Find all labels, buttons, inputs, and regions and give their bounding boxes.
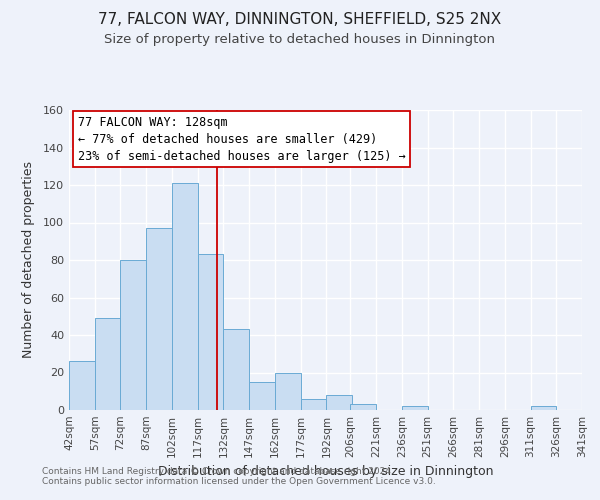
Text: 77, FALCON WAY, DINNINGTON, SHEFFIELD, S25 2NX: 77, FALCON WAY, DINNINGTON, SHEFFIELD, S… (98, 12, 502, 28)
Bar (530, 406, 556, 410)
Bar (301, 399, 326, 410)
Text: Size of property relative to detached houses in Dinnington: Size of property relative to detached ho… (104, 32, 496, 46)
Bar (95, 318, 121, 410)
Bar (146, 228, 172, 410)
Bar (249, 382, 275, 410)
Text: 77 FALCON WAY: 128sqm
← 77% of detached houses are smaller (429)
23% of semi-det: 77 FALCON WAY: 128sqm ← 77% of detached … (77, 116, 406, 162)
Bar (69, 361, 95, 410)
Bar (172, 183, 197, 410)
Bar (275, 372, 301, 410)
Text: Contains public sector information licensed under the Open Government Licence v3: Contains public sector information licen… (42, 477, 436, 486)
X-axis label: Distribution of detached houses by size in Dinnington: Distribution of detached houses by size … (158, 466, 493, 478)
Bar (326, 395, 352, 410)
Text: Contains HM Land Registry data © Crown copyright and database right 2024.: Contains HM Land Registry data © Crown c… (42, 467, 394, 476)
Bar (121, 260, 146, 410)
Bar (197, 254, 223, 410)
Bar (402, 406, 428, 410)
Bar (350, 404, 376, 410)
Bar (223, 330, 249, 410)
Y-axis label: Number of detached properties: Number of detached properties (22, 162, 35, 358)
